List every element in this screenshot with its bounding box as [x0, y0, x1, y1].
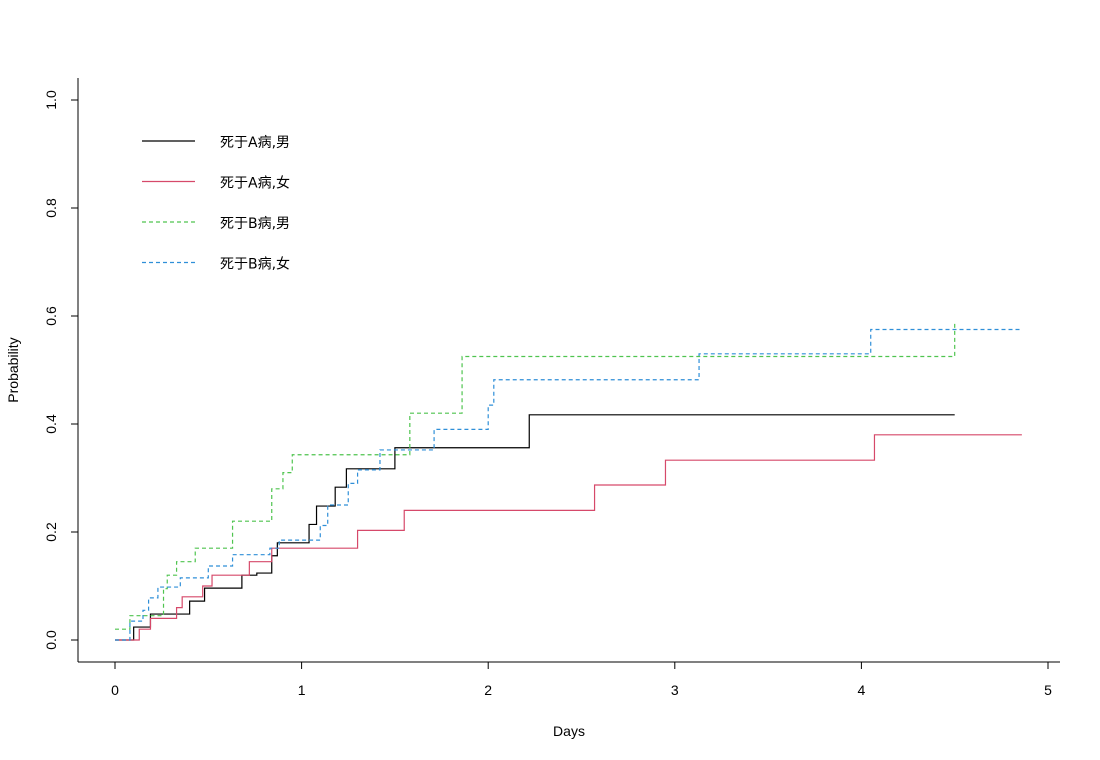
y-tick-label: 0.6 [43, 306, 59, 326]
series-layer [115, 321, 1022, 641]
y-ticks: 0.0 0.2 0.4 0.6 0.8 1.0 [43, 90, 78, 650]
x-tick-label: 1 [298, 682, 306, 698]
x-tick-label: 2 [484, 682, 492, 698]
legend-label: 死于B病,女 [220, 256, 290, 273]
series-line-1 [115, 414, 955, 641]
legend-label: 死于A病,女 [220, 175, 290, 192]
y-tick-label: 0.2 [43, 522, 59, 542]
series-line-2 [115, 434, 1022, 641]
x-tick-label: 4 [858, 682, 866, 698]
series-line-3 [115, 321, 956, 630]
x-tick-label: 5 [1044, 682, 1052, 698]
series-line-4 [115, 328, 1022, 641]
x-axis-label: Days [553, 723, 585, 739]
x-tick-label: 3 [671, 682, 679, 698]
y-tick-label: 1.0 [43, 90, 59, 110]
legend-label: 死于B病,男 [220, 216, 290, 232]
y-axis-label: Probability [5, 337, 21, 402]
legend-label: 死于A病,男 [220, 135, 290, 151]
x-ticks: 0 1 2 3 4 5 [111, 662, 1052, 698]
y-tick-label: 0.0 [43, 630, 59, 650]
axes: 0 1 2 3 4 5 0.0 0.2 0.4 0.6 0.8 1.0 [43, 78, 1060, 698]
x-tick-label: 0 [111, 682, 119, 698]
y-tick-label: 0.8 [43, 198, 59, 218]
y-tick-label: 0.4 [43, 414, 59, 434]
